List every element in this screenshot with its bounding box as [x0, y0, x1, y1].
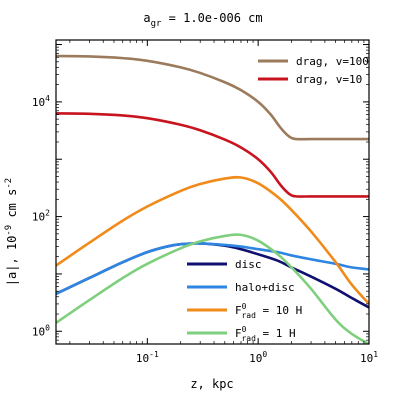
y-tick-label: 104: [32, 94, 50, 109]
x-tick-label: 100: [249, 350, 267, 365]
chart-title: agr = 1.0e-006 cm: [143, 11, 262, 29]
x-tick-label: 101: [360, 350, 378, 365]
y-axis-label: |a|, 10-9 cm s-2: [4, 178, 19, 286]
series-line-drag10: [56, 112, 369, 198]
legend-label-drag10: drag, v=10: [296, 73, 362, 86]
x-axis-label: z, kpc: [190, 377, 233, 391]
series-line-frad10: [56, 175, 369, 305]
series-line-drag100: [56, 54, 369, 141]
series-line-frad1: [56, 233, 369, 344]
legend-label-drag100: drag, v=100: [296, 55, 369, 68]
legend-bottom: disc halo+disc F0 rad = 10 H F0 rad = 1 H: [187, 258, 302, 343]
x-tick-label: 10-1: [136, 350, 159, 365]
series-line-halodisc: [56, 242, 369, 295]
legend-label-disc: disc: [235, 258, 262, 271]
legend-top: drag, v=100 drag, v=10: [258, 55, 369, 86]
legend-label-halodisc: halo+disc: [235, 281, 295, 294]
plot-area: [55, 39, 370, 345]
series-line-disc: [56, 242, 369, 309]
x-axis: 10-1 100 101: [69, 40, 378, 365]
legend-label-frad1: F0 rad = 1 H: [235, 325, 296, 343]
plot-frame: [55, 39, 370, 345]
y-tick-label: 102: [32, 209, 50, 224]
y-axis: 100 102 104: [32, 44, 369, 345]
y-tick-label: 100: [32, 323, 50, 338]
legend-label-frad10: F0 rad = 10 H: [235, 302, 302, 320]
